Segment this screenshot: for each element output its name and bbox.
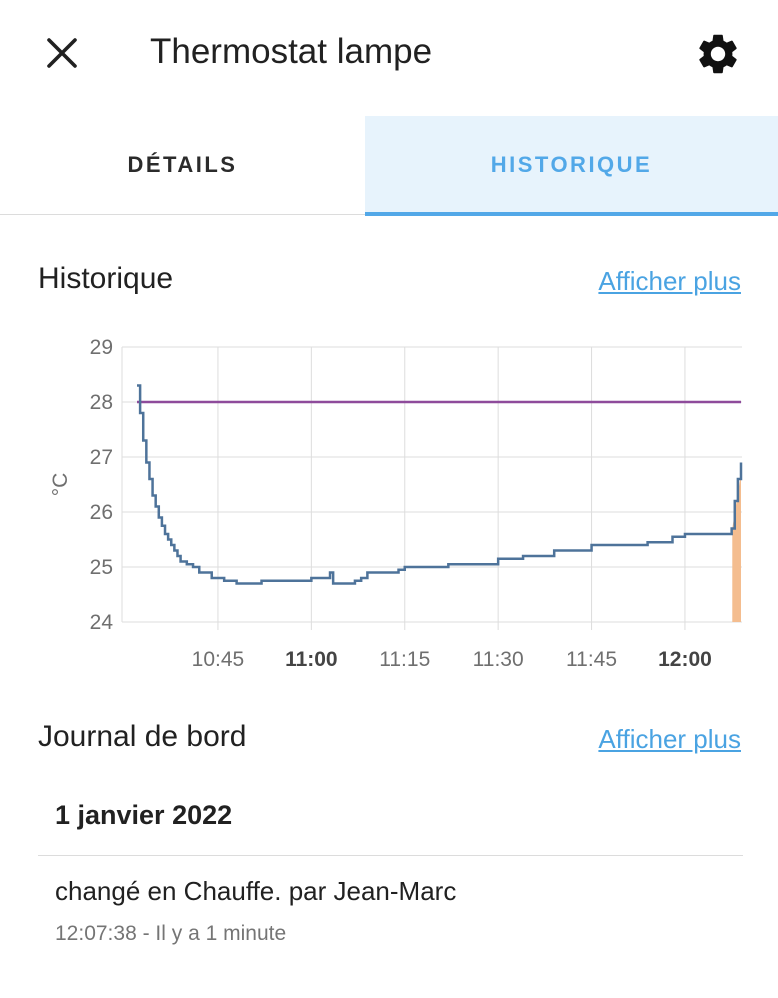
gear-icon [699, 34, 737, 74]
x-tick-label: 11:45 [566, 648, 617, 671]
logbook-entry-message: changé en Chauffe. par Jean-Marc [55, 876, 457, 906]
tab-details[interactable]: DÉTAILS [127, 152, 238, 177]
logbook-date: 1 janvier 2022 [55, 800, 233, 830]
tab-history[interactable]: HISTORIQUE [365, 116, 778, 214]
heating-area [732, 473, 741, 622]
logbook-divider [38, 855, 743, 856]
x-tick-label: 11:15 [379, 648, 430, 671]
history-chart: 24 25 26 27 28 29 10:45 11:00 11:15 11:30 11:45 12:… [49, 336, 743, 671]
logbook-entry-time: 12:07:38 - Il y a 1 minute [55, 922, 287, 945]
x-tick-label: 11:00 [285, 648, 338, 671]
y-tick-label: 24 [90, 611, 114, 634]
history-show-more-link[interactable]: Afficher plus [598, 266, 741, 296]
x-tick-label: 11:30 [473, 648, 524, 671]
logbook-show-more-link[interactable]: Afficher plus [598, 724, 741, 754]
history-title: Historique [38, 262, 174, 295]
active-tab-indicator [365, 212, 778, 216]
current-temperature-line [137, 384, 743, 585]
y-tick-label: 25 [90, 556, 113, 579]
x-tick-label: 10:45 [192, 648, 245, 671]
close-button[interactable] [42, 33, 82, 73]
logbook-title: Journal de bord [38, 720, 247, 753]
settings-button[interactable] [694, 30, 742, 78]
dialog-title: Thermostat lampe [150, 32, 433, 71]
close-icon [47, 38, 77, 68]
y-axis-label: °C [49, 473, 72, 497]
y-tick-label: 29 [90, 336, 113, 359]
x-tick-label: 12:00 [658, 648, 712, 671]
y-tick-label: 27 [90, 446, 113, 469]
tab-bar: DÉTAILS HISTORIQUE [0, 116, 778, 216]
y-tick-label: 26 [90, 501, 113, 524]
dialog-header: Thermostat lampe [0, 0, 778, 110]
y-tick-label: 28 [90, 391, 113, 414]
